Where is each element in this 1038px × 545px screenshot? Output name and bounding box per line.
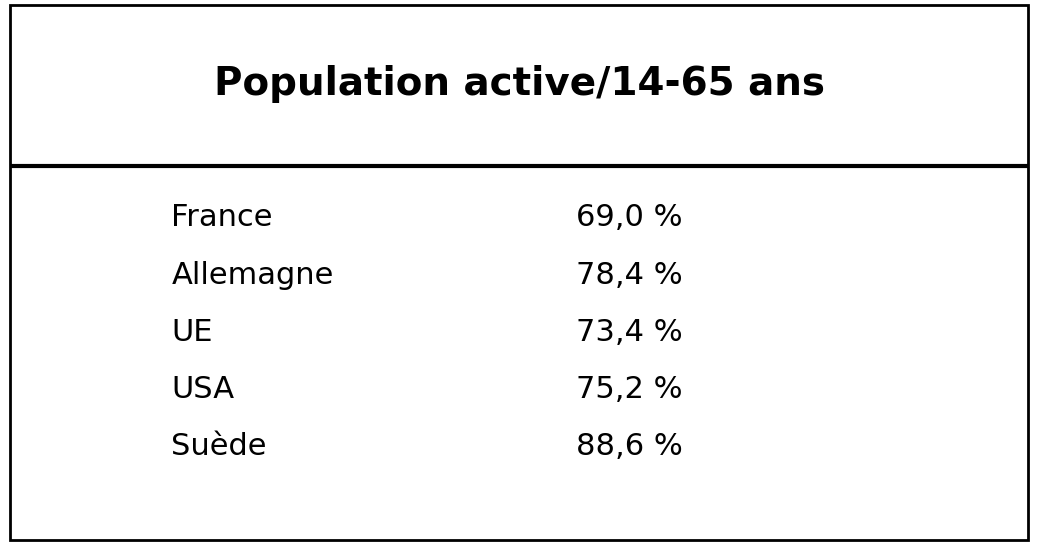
Text: 69,0 %: 69,0 % — [576, 203, 683, 233]
FancyBboxPatch shape — [10, 5, 1028, 540]
Text: Allemagne: Allemagne — [171, 261, 333, 290]
Text: 75,2 %: 75,2 % — [576, 375, 683, 404]
Text: France: France — [171, 203, 273, 233]
Text: UE: UE — [171, 318, 213, 347]
Text: Suède: Suède — [171, 432, 267, 462]
Text: 88,6 %: 88,6 % — [576, 432, 683, 462]
Text: 73,4 %: 73,4 % — [576, 318, 683, 347]
Text: 78,4 %: 78,4 % — [576, 261, 683, 290]
Text: Population active/14-65 ans: Population active/14-65 ans — [214, 65, 824, 104]
Text: USA: USA — [171, 375, 235, 404]
